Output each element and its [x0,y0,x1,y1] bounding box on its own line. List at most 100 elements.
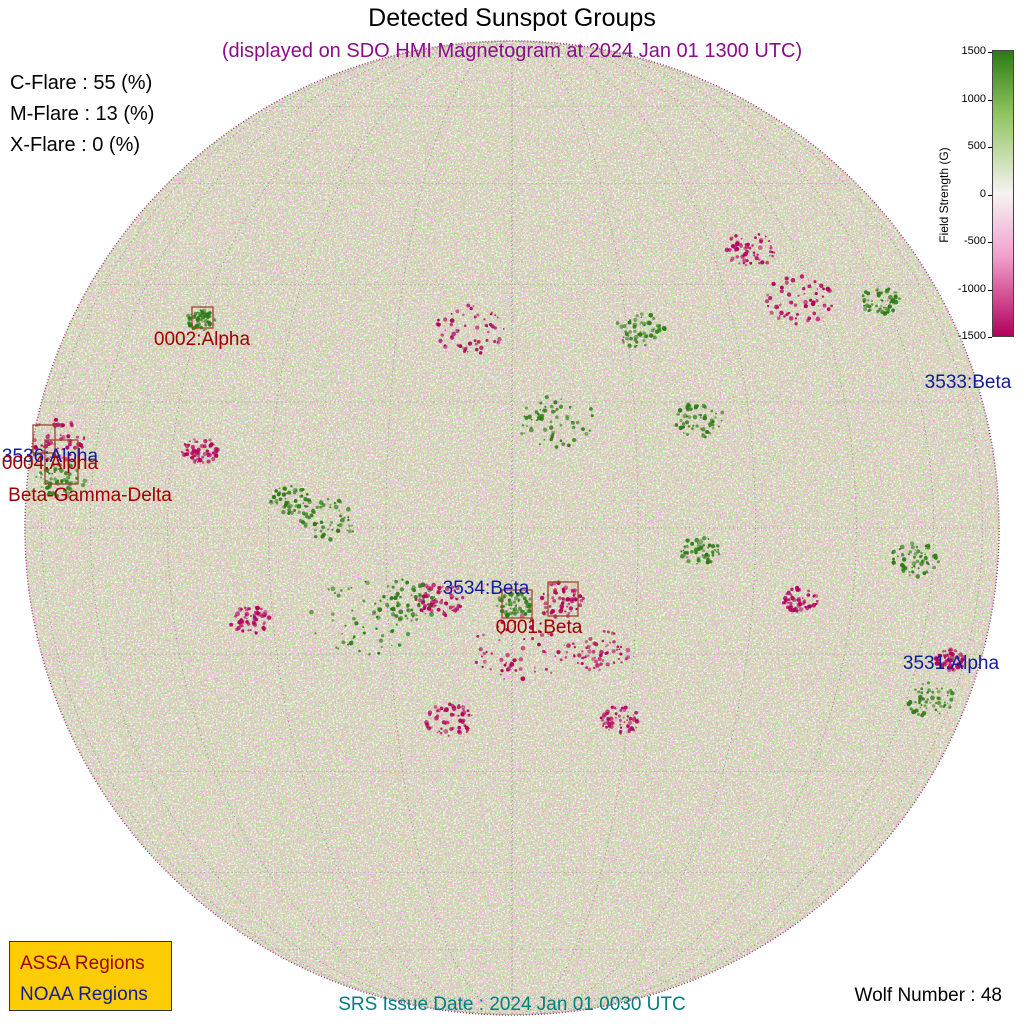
magnetic-feature [404,614,408,618]
magnetic-feature [893,294,898,299]
magnetic-feature [519,613,525,619]
magnetic-feature [463,324,467,328]
magnetic-feature [891,308,896,313]
magnetic-feature [196,311,199,314]
magnetic-feature [539,401,543,405]
magnetic-feature [262,628,266,631]
magnetic-feature [73,445,77,450]
magnetic-feature [648,312,654,318]
magnetic-feature [709,560,713,564]
magnetic-feature [715,550,719,554]
magnetic-feature [581,596,585,601]
magnetic-feature [474,347,479,352]
magnetic-feature [584,656,587,659]
magnetic-feature [273,495,276,498]
magnetic-feature [525,424,529,428]
magnetic-feature [563,585,569,591]
magnetic-feature [730,256,735,261]
magnetic-feature [262,622,265,626]
magnetic-feature [898,297,901,301]
magnetic-feature [639,323,642,325]
magnetic-feature [267,615,272,620]
magnetic-feature [626,719,628,722]
magnetic-feature [516,592,521,596]
magnetic-feature [188,316,192,320]
magnetic-feature [612,661,616,664]
magnetic-feature [440,333,444,337]
magnetic-feature [599,649,604,655]
magnetic-feature [642,331,646,336]
magnetic-feature [457,730,463,735]
magnetic-feature [567,443,571,448]
magnetic-feature [442,611,447,616]
region-label-3533: 3533:Beta [924,372,1012,393]
magnetic-feature [442,610,445,612]
colorbar-tick-mark [988,242,992,243]
magnetic-feature [547,631,551,635]
magnetic-feature [406,617,409,620]
magnetic-feature [350,586,353,589]
magnetic-feature [386,584,390,588]
magnetic-feature [195,317,201,322]
region-box [32,424,56,454]
magnetic-feature [881,299,884,303]
magnetic-feature [936,700,942,706]
magnetic-feature [587,667,592,672]
magnetic-feature [339,589,343,592]
magnetic-feature [753,254,756,257]
magnetic-feature [585,666,589,670]
magnetic-feature [331,618,335,622]
magnetic-feature [450,585,455,589]
magnetic-feature [458,344,463,349]
magnetic-feature [782,601,785,604]
magnetic-feature [339,517,345,523]
magnetic-feature [635,340,639,344]
magnetic-feature [570,610,572,613]
magnetic-feature [742,254,745,257]
magnetic-feature [803,304,808,309]
magnetic-feature [321,503,326,507]
magnetic-feature [599,662,603,666]
magnetic-feature [331,528,334,531]
magnetic-feature [496,316,499,319]
magnetic-feature [895,291,898,294]
magnetic-feature [622,336,625,339]
magnetic-feature [194,440,198,443]
magnetic-feature [910,541,915,546]
magnetic-feature [57,454,61,458]
magnetic-feature [246,617,248,620]
magnetic-feature [284,500,289,505]
magnetic-feature [640,316,643,319]
magnetic-feature [489,668,492,671]
magnetic-feature [380,634,385,638]
magnetic-feature [808,605,812,609]
magnetic-feature [807,284,812,289]
magnetic-feature [397,643,402,647]
magnetic-feature [907,553,910,556]
magnetic-feature [929,701,932,705]
magnetic-feature [45,434,50,440]
magnetic-feature [307,498,312,502]
magnetic-feature [652,317,656,320]
magnetic-feature [493,326,497,330]
magnetic-feature [321,525,325,530]
magnetic-feature [924,700,928,704]
magnetic-feature [441,720,447,725]
magnetic-feature [399,587,405,592]
magnetic-feature [702,554,707,560]
magnetic-feature [243,615,247,619]
magnetic-feature [208,444,212,448]
magnetic-feature [362,626,365,629]
magnetic-feature [920,703,923,707]
magnetic-feature [422,594,427,599]
magnetic-feature [708,425,711,428]
magnetic-feature [770,245,772,247]
magnetic-feature [946,653,949,656]
magnetic-feature [606,717,611,722]
magnetic-feature [59,434,62,437]
magnetic-feature [335,646,338,649]
magnetic-feature [701,427,706,432]
magnetic-feature [707,543,712,548]
magnetic-feature [548,605,552,608]
magnetic-feature [787,601,790,604]
